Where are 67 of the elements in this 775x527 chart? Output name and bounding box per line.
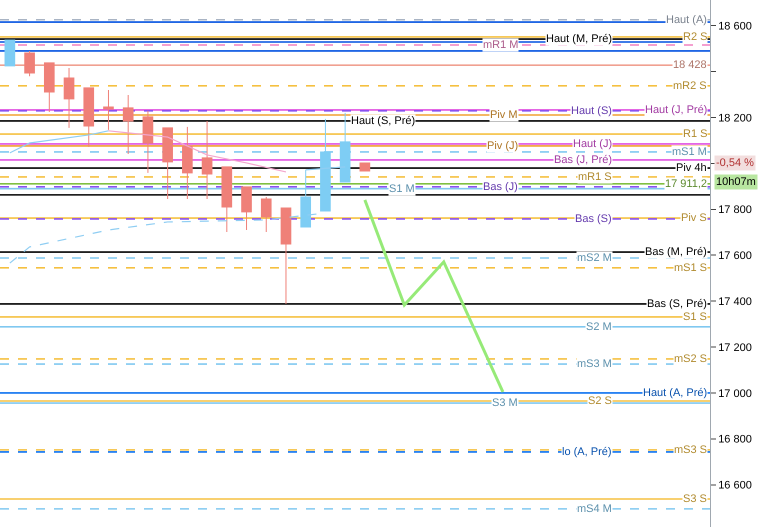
y-tick-label: 17 600: [718, 250, 752, 262]
candlestick: [241, 186, 252, 230]
candlestick: [122, 94, 134, 155]
ref-line-label: Bas (J, Pré): [554, 154, 612, 166]
ref-line-label: Bas (S, Pré): [647, 298, 707, 310]
ref-line-label: lo (A, Pré): [562, 446, 612, 458]
line-series: [363, 198, 504, 394]
ref-line-label: S2 S: [588, 395, 612, 407]
ref-line-label: Haut (M, Pré): [546, 33, 612, 45]
ref-line-label: mR2 S: [673, 80, 707, 92]
ref-line-label: mS1 M: [672, 146, 707, 158]
y-tick-label: 18 200: [718, 112, 752, 124]
ref-line-label: Piv M: [490, 109, 518, 121]
ref-line-label: Bas (S): [575, 213, 612, 225]
ref-line-label: mS3 M: [577, 358, 612, 370]
ref-line-label: Haut (S): [571, 105, 612, 117]
ref-line-label: mS1 S: [674, 262, 708, 274]
ref-line-label: S3 S: [683, 493, 707, 505]
ref-line-label: 17 911,2: [665, 178, 708, 190]
y-tick-label: 18 600: [718, 20, 752, 33]
ref-line-label: mS2 S: [674, 353, 708, 365]
ref-line-label: Haut (J): [573, 138, 612, 150]
candlestick: [202, 120, 212, 200]
y-tick-label: 17 400: [718, 296, 752, 308]
ref-line-label: S1 S: [683, 311, 707, 323]
ref-line-label: S3 M: [492, 397, 518, 409]
line-series: [108, 130, 287, 173]
candlestick: [221, 166, 232, 233]
line-series: [9, 130, 110, 154]
candlestick: [280, 207, 292, 304]
y-tick-label: 17 200: [718, 342, 752, 354]
ref-line-label: Piv S: [681, 212, 707, 224]
ref-line-label: mS2 M: [577, 252, 612, 264]
ref-line-label: Haut (S, Pré): [351, 115, 416, 127]
ref-line-label: mS4 M: [577, 503, 612, 515]
ref-line-label: R1 S: [683, 128, 708, 140]
candlestick: [83, 87, 94, 148]
ref-line-label: mS3 S: [674, 444, 708, 456]
candlestick: [44, 62, 55, 113]
candlestick: [24, 50, 35, 77]
ref-line-label: Haut (A): [666, 14, 707, 26]
ref-line-label: S1 M: [389, 183, 415, 195]
candlestick: [4, 39, 16, 66]
ref-line-label: Piv 4h: [676, 162, 707, 174]
ref-line-label: Bas (J): [483, 181, 518, 193]
candlestick: [162, 127, 173, 200]
candlestick: [103, 89, 114, 130]
ref-line-label: 18 428: [673, 59, 707, 71]
text: -0,54 %: [716, 157, 754, 169]
y-tick-label: 16 800: [718, 434, 752, 446]
ref-line-label: S2 M: [586, 321, 612, 333]
y-tick-label: 17 000: [718, 388, 752, 400]
ref-line-label: mR1 M: [483, 39, 518, 51]
ref-line-label: Bas (M, Pré): [645, 246, 707, 258]
ref-line-label: Piv (J): [487, 140, 518, 152]
ref-line-label: Haut (J, Pré): [645, 104, 708, 116]
candlestick: [64, 67, 74, 128]
ref-line-label: mR1 S: [578, 171, 612, 183]
candlestick: [142, 110, 154, 174]
candlestick: [260, 196, 272, 233]
ref-line-label: R2 S: [683, 31, 708, 43]
candlestick: [360, 162, 370, 172]
y-tick-label: 17 800: [718, 204, 752, 216]
y-tick-label: 16 600: [718, 480, 752, 492]
ref-line-label: Haut (A, Pré): [643, 387, 708, 399]
text: 10h07m: [716, 176, 756, 188]
candlestick: [182, 126, 193, 200]
